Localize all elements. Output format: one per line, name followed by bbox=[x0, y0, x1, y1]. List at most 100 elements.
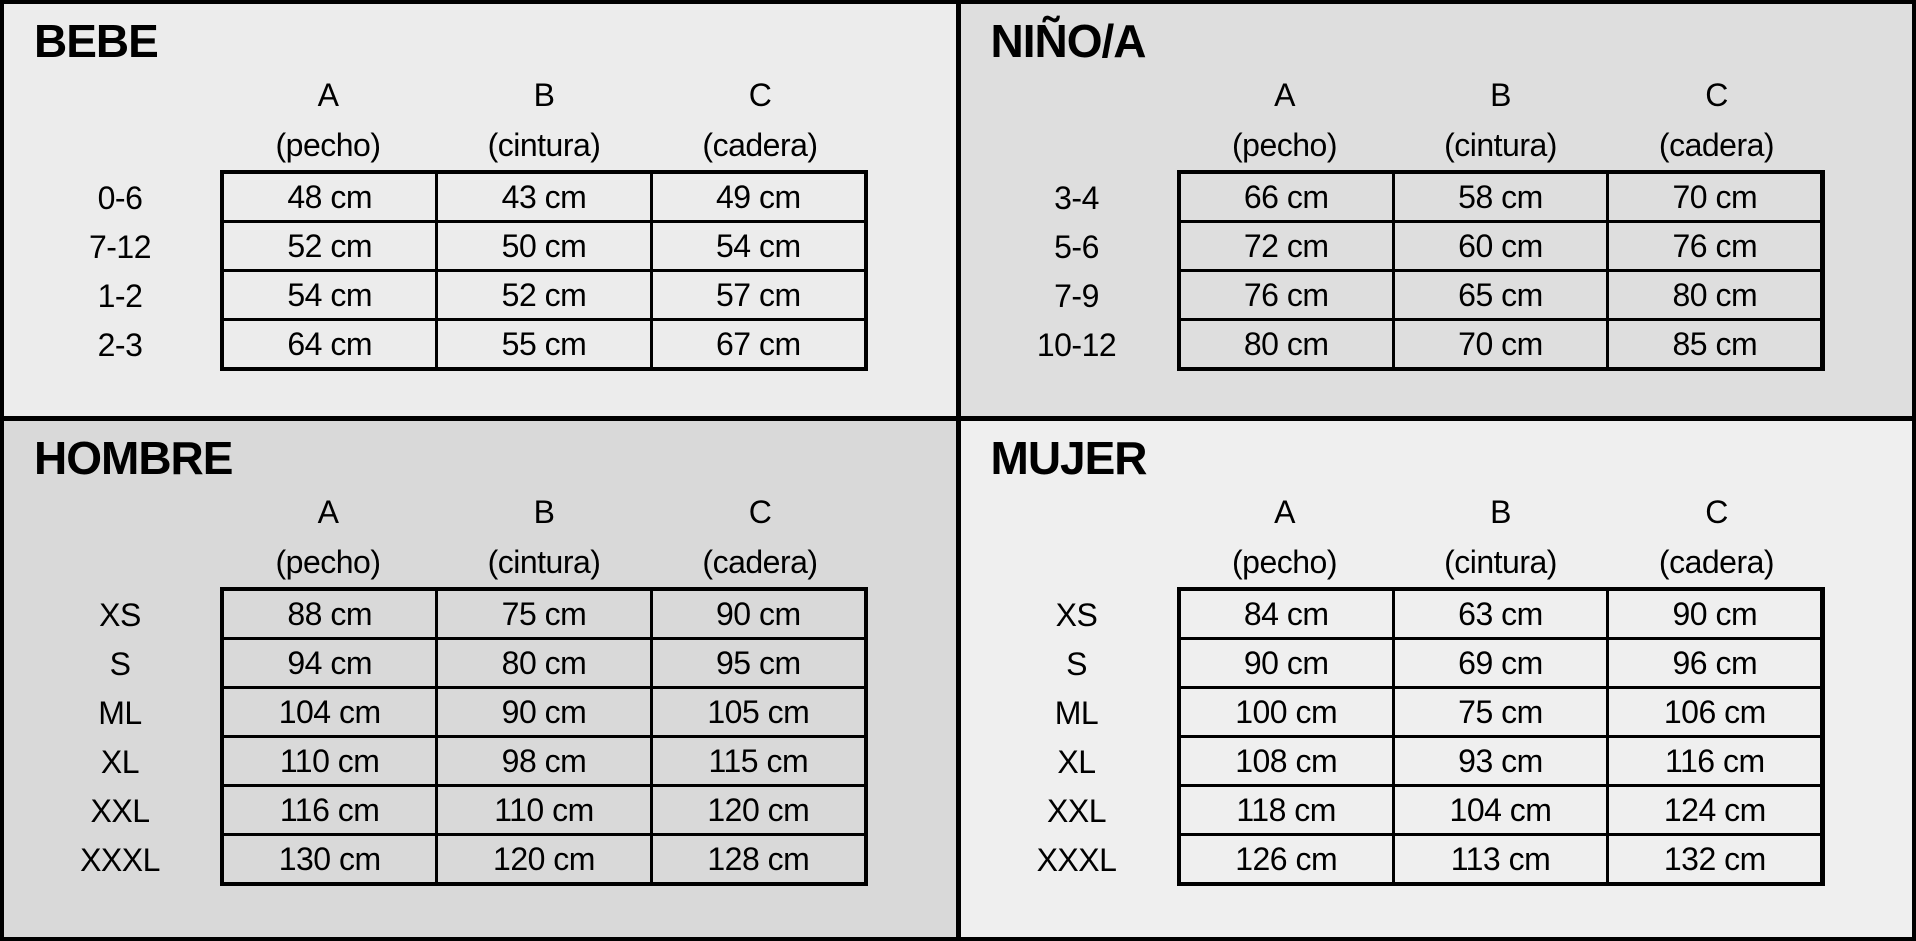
size-cell: 90 cm bbox=[1609, 591, 1821, 637]
size-cell: 113 cm bbox=[1394, 836, 1607, 882]
column-sublabels-row: (pecho) (cintura) (cadera) bbox=[220, 120, 868, 170]
size-cell: 130 cm bbox=[224, 836, 436, 882]
column-letter-b: B bbox=[1490, 77, 1511, 113]
section-title-nino-a: NIÑO/A bbox=[990, 15, 1147, 67]
data-grid: 84 cm 63 cm 90 cm 90 cm 69 cm 96 cm 100 … bbox=[1176, 587, 1825, 886]
size-cell: 95 cm bbox=[652, 640, 864, 686]
row-labels-column: 3-4 5-6 7-9 10-12 bbox=[977, 70, 1177, 371]
size-cell: 115 cm bbox=[652, 738, 864, 784]
size-cell: 106 cm bbox=[1609, 689, 1821, 735]
size-table-bebe: 0-6 7-12 1-2 2-3 A B C (pecho) (cintura)… bbox=[20, 70, 956, 371]
size-cell: 75 cm bbox=[1394, 689, 1607, 735]
size-cell: 94 cm bbox=[224, 640, 436, 686]
column-sublabel-pecho: (pecho) bbox=[1232, 127, 1338, 163]
column-sublabel-cintura: (cintura) bbox=[487, 127, 601, 163]
column-letter-c: C bbox=[748, 494, 772, 530]
size-table-mujer: XS S ML XL XXL XXXL A B C (pecho) (cintu… bbox=[977, 487, 1913, 886]
column-sublabel-pecho: (pecho) bbox=[1232, 544, 1338, 580]
size-cell: 60 cm bbox=[1394, 223, 1607, 269]
measurements-table: A B C (pecho) (cintura) (cadera) 48 cm 4… bbox=[220, 70, 868, 371]
row-label: XXL bbox=[1047, 793, 1106, 829]
size-cell: 90 cm bbox=[652, 591, 864, 637]
size-cell: 76 cm bbox=[1609, 223, 1821, 269]
size-cell: 100 cm bbox=[1180, 689, 1392, 735]
column-sublabels-row: (pecho) (cintura) (cadera) bbox=[1177, 537, 1825, 587]
row-label: XXXL bbox=[80, 842, 160, 878]
column-sublabel-cadera: (cadera) bbox=[1658, 544, 1775, 580]
section-mujer: MUJER XS S ML XL XXL XXXL A B C (pecho) bbox=[960, 421, 1913, 937]
size-cell: 90 cm bbox=[438, 689, 650, 735]
size-cell: 58 cm bbox=[1394, 174, 1607, 220]
column-letter-a: A bbox=[317, 77, 339, 113]
size-cell: 98 cm bbox=[438, 738, 650, 784]
row-labels-column: XS S ML XL XXL XXXL bbox=[977, 487, 1177, 886]
row-label: XS bbox=[1055, 597, 1098, 633]
column-letters-row: A B C bbox=[220, 70, 868, 120]
section-hombre: HOMBRE XS S ML XL XXL XXXL A B C (pecho) bbox=[4, 421, 956, 937]
column-letters-row: A B C bbox=[220, 487, 868, 537]
size-cell: 80 cm bbox=[438, 640, 650, 686]
size-cell: 75 cm bbox=[438, 591, 650, 637]
size-cell: 72 cm bbox=[1180, 223, 1392, 269]
size-cell: 57 cm bbox=[652, 272, 864, 318]
size-cell: 52 cm bbox=[438, 272, 650, 318]
column-sublabels-row: (pecho) (cintura) (cadera) bbox=[1177, 120, 1825, 170]
size-cell: 96 cm bbox=[1609, 640, 1821, 686]
measurements-table: A B C (pecho) (cintura) (cadera) 66 cm 5… bbox=[1176, 70, 1825, 371]
column-sublabel-cintura: (cintura) bbox=[1444, 544, 1557, 580]
size-cell: 70 cm bbox=[1609, 174, 1821, 220]
row-label: XL bbox=[1057, 744, 1096, 780]
size-cell: 126 cm bbox=[1180, 836, 1392, 882]
size-cell: 70 cm bbox=[1394, 321, 1607, 367]
row-label: 10-12 bbox=[1036, 327, 1117, 363]
row-label: ML bbox=[98, 695, 142, 731]
size-cell: 105 cm bbox=[652, 689, 864, 735]
size-cell: 124 cm bbox=[1609, 787, 1821, 833]
row-label: 7-12 bbox=[88, 229, 152, 265]
size-cell: 118 cm bbox=[1180, 787, 1392, 833]
size-cell: 48 cm bbox=[224, 174, 436, 220]
size-table-nino-a: 3-4 5-6 7-9 10-12 A B C (pecho) (cintura… bbox=[977, 70, 1913, 371]
row-label: XL bbox=[100, 744, 140, 780]
header-spacer bbox=[977, 70, 1177, 174]
column-sublabel-pecho: (pecho) bbox=[275, 544, 382, 580]
size-cell: 63 cm bbox=[1394, 591, 1607, 637]
size-cell: 50 cm bbox=[438, 223, 650, 269]
size-cell: 128 cm bbox=[652, 836, 864, 882]
size-cell: 120 cm bbox=[652, 787, 864, 833]
section-title-mujer: MUJER bbox=[990, 432, 1148, 484]
size-cell: 80 cm bbox=[1609, 272, 1821, 318]
column-letters-row: A B C bbox=[1177, 70, 1825, 120]
header-spacer bbox=[20, 487, 220, 591]
section-title-bebe: BEBE bbox=[34, 15, 159, 67]
row-label: ML bbox=[1054, 695, 1099, 731]
row-label: S bbox=[109, 646, 131, 682]
row-label: 3-4 bbox=[1054, 180, 1099, 216]
column-sublabel-cintura: (cintura) bbox=[1444, 127, 1557, 163]
size-cell: 104 cm bbox=[224, 689, 436, 735]
size-cell: 64 cm bbox=[224, 321, 436, 367]
size-cell: 88 cm bbox=[224, 591, 436, 637]
row-label: 5-6 bbox=[1054, 229, 1099, 265]
size-cell: 76 cm bbox=[1180, 272, 1392, 318]
size-cell: 108 cm bbox=[1180, 738, 1392, 784]
size-cell: 90 cm bbox=[1180, 640, 1392, 686]
row-label: XXL bbox=[90, 793, 150, 829]
header-spacer bbox=[977, 487, 1177, 591]
row-label: S bbox=[1066, 646, 1087, 682]
size-cell: 54 cm bbox=[224, 272, 436, 318]
row-label: 2-3 bbox=[97, 327, 143, 363]
size-table-hombre: XS S ML XL XXL XXXL A B C (pecho) (cintu… bbox=[20, 487, 956, 886]
header-spacer bbox=[20, 70, 220, 174]
size-cell: 84 cm bbox=[1180, 591, 1392, 637]
column-letter-b: B bbox=[533, 77, 555, 113]
size-cell: 116 cm bbox=[224, 787, 436, 833]
row-label: XXXL bbox=[1036, 842, 1117, 878]
size-cell: 65 cm bbox=[1394, 272, 1607, 318]
size-cell: 104 cm bbox=[1394, 787, 1607, 833]
column-sublabel-cadera: (cadera) bbox=[702, 127, 818, 163]
size-cell: 54 cm bbox=[652, 223, 864, 269]
size-cell: 69 cm bbox=[1394, 640, 1607, 686]
column-sublabel-cadera: (cadera) bbox=[1658, 127, 1775, 163]
